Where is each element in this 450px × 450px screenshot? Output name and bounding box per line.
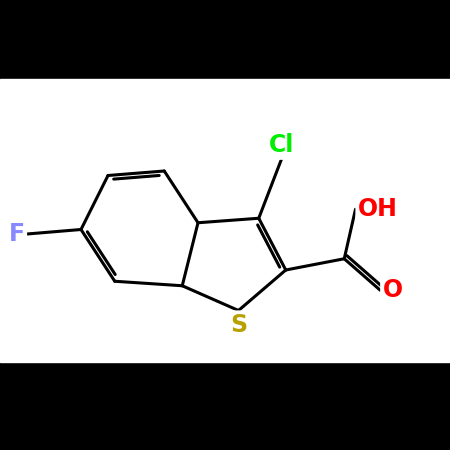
Bar (0, 79, 450, 362)
Text: O: O (382, 278, 403, 302)
Text: Cl: Cl (269, 134, 294, 158)
Text: S: S (230, 313, 247, 337)
Text: OH: OH (358, 197, 398, 221)
Text: F: F (9, 222, 25, 246)
